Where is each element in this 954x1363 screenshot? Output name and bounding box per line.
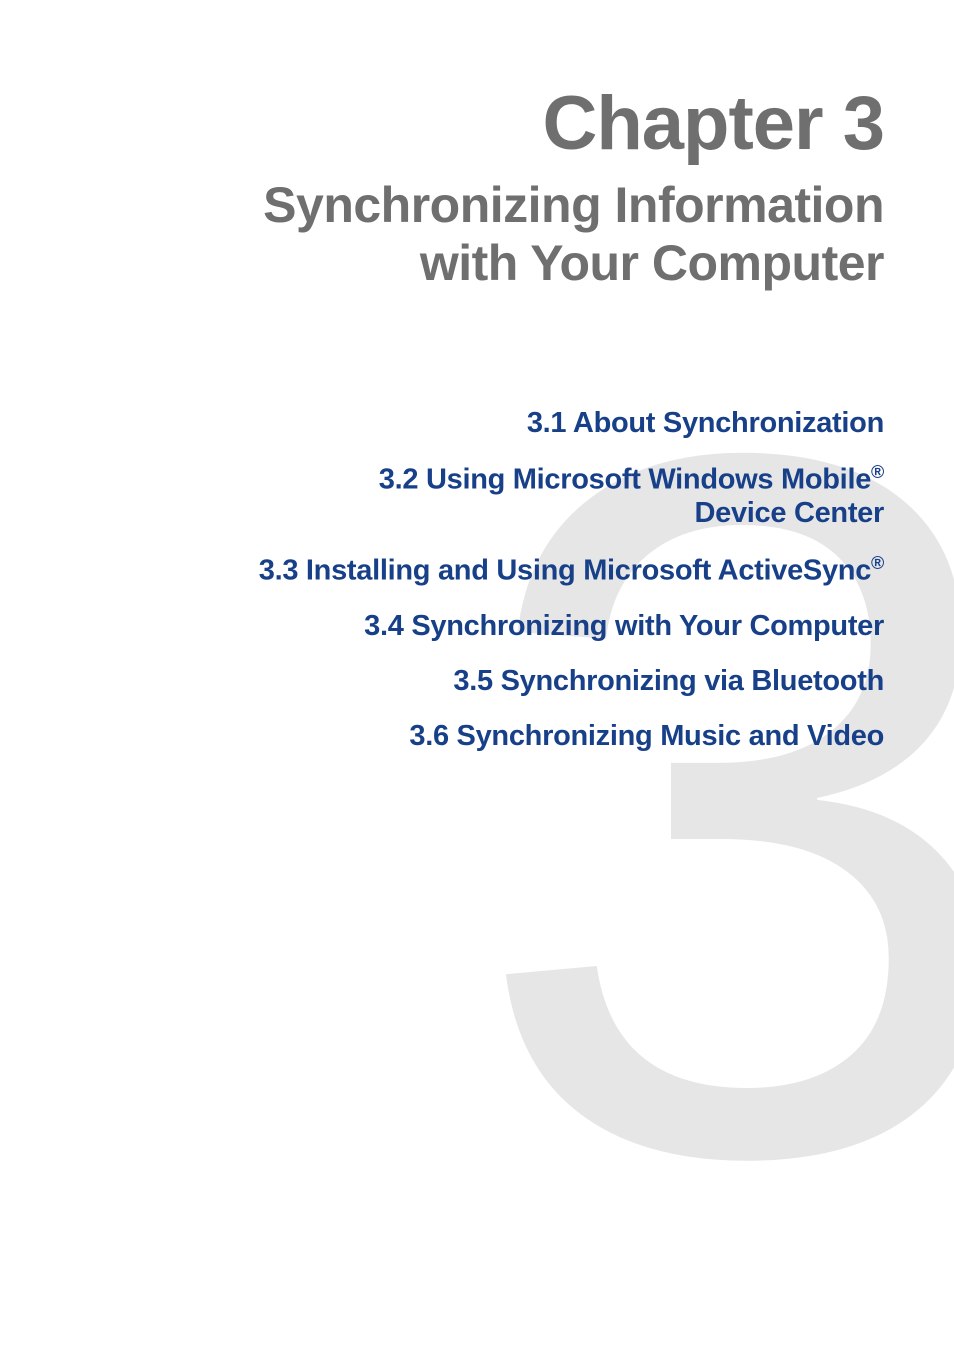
table-of-contents: 3.1 About Synchronization 3.2 Using Micr…: [60, 407, 884, 754]
chapter-title-line2: with Your Computer: [420, 235, 884, 291]
page-content: Chapter 3 Synchronizing Information with…: [0, 0, 954, 754]
chapter-title: Synchronizing Information with Your Comp…: [60, 177, 884, 292]
registered-mark: ®: [871, 462, 884, 482]
toc-item-3-1: 3.1 About Synchronization: [60, 407, 884, 440]
toc-item-3-6: 3.6 Synchronizing Music and Video: [60, 720, 884, 753]
toc-item-3-4: 3.4 Synchronizing with Your Computer: [60, 610, 884, 643]
toc-item-3-2: 3.2 Using Microsoft Windows Mobile® Devi…: [60, 462, 884, 530]
toc-item-3-2-part1: 3.2 Using Microsoft Windows Mobile: [379, 464, 871, 496]
toc-item-3-3: 3.3 Installing and Using Microsoft Activ…: [60, 553, 884, 588]
toc-item-3-5: 3.5 Synchronizing via Bluetooth: [60, 665, 884, 698]
toc-item-3-3-part1: 3.3 Installing and Using Microsoft Activ…: [259, 554, 871, 586]
toc-item-3-2-part2: Device Center: [694, 497, 884, 529]
chapter-title-line1: Synchronizing Information: [263, 177, 884, 233]
chapter-label: Chapter 3: [60, 80, 884, 167]
registered-mark: ®: [871, 553, 884, 573]
